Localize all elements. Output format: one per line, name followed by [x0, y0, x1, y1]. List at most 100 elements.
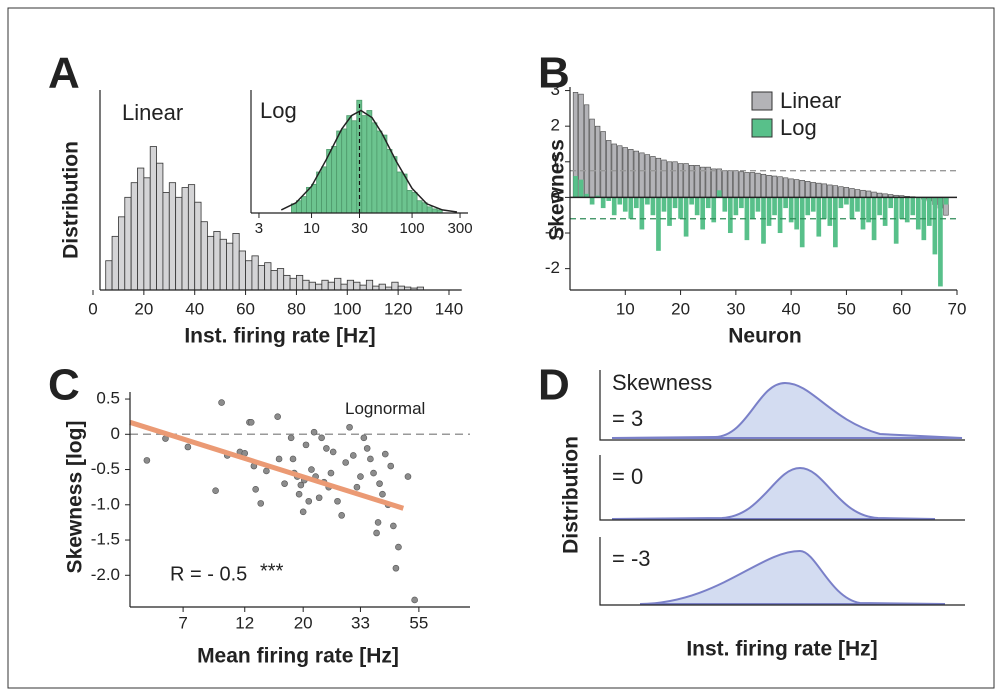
- histogram-bar: [334, 277, 342, 291]
- y-tick-label: 0.5: [96, 389, 120, 408]
- point: [357, 473, 364, 480]
- histogram-bar: [431, 208, 438, 214]
- point: [381, 450, 389, 458]
- histogram-bar: [316, 171, 322, 214]
- bar: [744, 172, 750, 198]
- bar: [633, 150, 639, 198]
- legend-swatch: [751, 91, 773, 111]
- bar: [750, 197, 755, 219]
- histogram-bar: [411, 192, 418, 214]
- panel-letter: A: [48, 49, 80, 98]
- histogram-bar: [371, 122, 378, 214]
- curve-label: Skewness: [612, 370, 712, 395]
- histogram-bar: [381, 134, 388, 214]
- point: [387, 462, 395, 470]
- bar: [827, 184, 833, 198]
- histogram-bar: [200, 221, 208, 291]
- bar: [760, 173, 767, 198]
- point: [376, 480, 383, 487]
- x-tick-label: 80: [287, 299, 306, 318]
- fit-line: [129, 419, 405, 511]
- histogram-bar: [289, 277, 297, 291]
- bar: [877, 197, 882, 216]
- histogram-bar: [416, 200, 423, 214]
- point: [349, 452, 357, 459]
- point: [302, 441, 310, 449]
- histogram-bar: [336, 130, 343, 214]
- bar: [644, 154, 651, 198]
- bar: [617, 197, 623, 205]
- bar: [871, 191, 877, 198]
- histogram-bar: [346, 115, 353, 214]
- histogram-bar: [283, 274, 291, 291]
- bar: [589, 118, 595, 198]
- histogram-bar: [124, 196, 132, 291]
- bar: [788, 178, 794, 198]
- bar: [639, 197, 645, 230]
- histogram-bar: [302, 279, 310, 291]
- bar: [727, 197, 733, 234]
- bar: [594, 125, 601, 198]
- bar: [899, 197, 905, 219]
- histogram-bar: [276, 268, 285, 291]
- histogram-bar: [270, 270, 278, 291]
- histogram-bar: [359, 284, 367, 291]
- point: [184, 443, 192, 451]
- bar: [755, 197, 761, 212]
- bar: [777, 197, 783, 234]
- histogram-bar: [207, 235, 215, 291]
- bar: [694, 197, 700, 216]
- x-tick-label: 7: [178, 613, 187, 632]
- bar: [788, 197, 794, 223]
- x-tick-label: 33: [351, 613, 370, 632]
- histogram-bar: [311, 183, 317, 214]
- x-tick-label: 100: [333, 299, 361, 318]
- x-tick-label: 30: [726, 299, 745, 318]
- bar: [606, 140, 612, 198]
- bar: [705, 166, 711, 198]
- panel-letter: C: [48, 361, 80, 410]
- point: [411, 596, 418, 604]
- bar: [794, 179, 800, 198]
- x-tick-label: 0: [88, 299, 97, 318]
- point: [252, 485, 259, 493]
- bar: [622, 197, 628, 212]
- histogram-bar: [213, 231, 221, 291]
- point: [305, 497, 313, 505]
- bar: [910, 197, 916, 216]
- histogram-bar: [194, 201, 202, 291]
- point: [353, 483, 361, 491]
- bar: [666, 161, 673, 198]
- x-tick-label: 300: [448, 220, 473, 237]
- bar: [821, 197, 827, 219]
- point: [329, 448, 337, 456]
- y-tick-label: -2: [545, 258, 560, 277]
- y-tick-label: -2.0: [91, 565, 120, 584]
- panel-letter: B: [538, 49, 570, 98]
- histogram-bar: [296, 274, 304, 291]
- bar: [833, 197, 838, 248]
- bar: [766, 175, 772, 198]
- axis-line: [599, 455, 965, 521]
- bar: [716, 190, 722, 198]
- y-axis-label: Skewness [log]: [64, 421, 87, 574]
- bar: [677, 163, 684, 198]
- histogram-bar: [346, 279, 355, 291]
- bar: [628, 197, 634, 219]
- histogram-bar: [187, 184, 196, 291]
- y-tick-label: 2: [551, 116, 560, 135]
- histogram-bar: [111, 235, 119, 291]
- point: [289, 455, 297, 463]
- bar: [672, 161, 678, 198]
- curve-label: = -3: [612, 546, 651, 571]
- axis-line: [599, 370, 965, 441]
- y-tick-label: 3: [551, 80, 560, 99]
- point: [367, 455, 374, 463]
- point: [346, 423, 353, 431]
- x-tick-label: 40: [185, 299, 204, 318]
- skewed-curve: [611, 381, 963, 439]
- bar: [932, 197, 938, 255]
- y-tick-label: 1: [551, 151, 560, 170]
- left-skewed-curve: [639, 549, 946, 605]
- bar: [821, 183, 827, 198]
